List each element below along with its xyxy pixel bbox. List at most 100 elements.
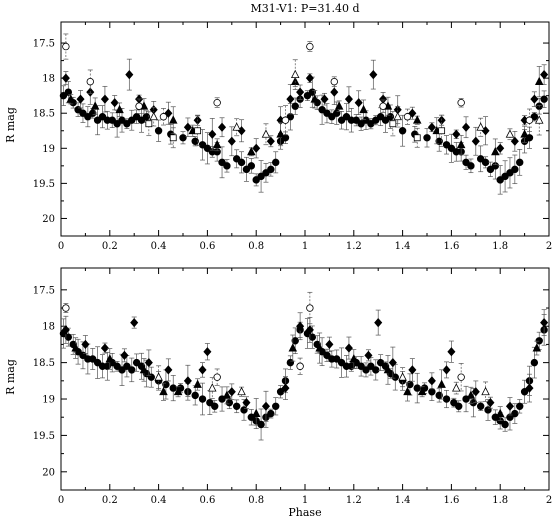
top-y-tick-label: 17.5 <box>33 39 55 50</box>
bottom-x-tick-label: 0.2 <box>102 495 118 506</box>
top-data-point <box>86 69 94 94</box>
top-data-point <box>334 100 344 112</box>
bottom-y-tick-label: 18 <box>42 322 55 333</box>
top-data-point <box>491 138 500 166</box>
top-y-tick-label: 18 <box>42 74 55 85</box>
bottom-data-point <box>413 372 421 404</box>
top-data-point <box>266 135 275 148</box>
top-data-point <box>462 154 470 170</box>
bottom-data-point <box>530 346 539 379</box>
top-data-point <box>90 97 100 115</box>
bottom-data-point <box>206 390 214 415</box>
top-data-point <box>362 110 370 130</box>
bottom-x-tick-label: 1.4 <box>395 495 411 506</box>
bottom-data-point <box>525 373 534 403</box>
top-data-point <box>76 90 85 109</box>
bottom-data-point <box>100 342 109 354</box>
top-data-point <box>540 90 548 108</box>
bottom-y-tick-label: 20 <box>42 467 55 478</box>
top-data-point <box>540 64 549 85</box>
top-data-point <box>456 135 466 155</box>
bottom-data-point <box>213 368 221 386</box>
top-data-point <box>525 108 534 132</box>
top-data-point <box>262 163 270 183</box>
bottom-data-point <box>364 349 373 362</box>
bottom-data-point <box>511 403 519 424</box>
bottom-data-point <box>64 327 73 347</box>
top-data-point <box>218 117 227 138</box>
top-data-point <box>203 132 212 165</box>
top-data-point <box>367 118 375 130</box>
bottom-y-tick-label: 19 <box>42 395 55 406</box>
top-data-point <box>320 92 329 106</box>
bottom-data-point <box>128 357 136 383</box>
top-data-point <box>218 146 226 179</box>
bottom-data-point <box>337 347 346 378</box>
top-data-point <box>457 97 465 108</box>
bottom-data-point <box>193 378 202 391</box>
bottom-data-point <box>183 364 192 397</box>
bottom-data-point <box>81 335 90 354</box>
bottom-x-tick-label: 1 <box>302 495 308 506</box>
bottom-data-point <box>281 376 290 400</box>
bottom-data-point <box>357 356 365 377</box>
top-data-point <box>305 73 314 83</box>
bottom-data-point <box>71 337 80 359</box>
top-data-point <box>467 158 475 174</box>
top-data-point <box>123 118 131 130</box>
bottom-data-point <box>272 397 280 416</box>
bottom-data-point <box>251 398 261 429</box>
top-data-point <box>344 86 353 112</box>
top-data-point <box>169 127 177 149</box>
top-data-point <box>237 119 246 143</box>
bottom-data-point <box>173 386 183 398</box>
bottom-data-point <box>218 386 226 412</box>
top-data-point <box>511 154 519 185</box>
top-data-point <box>242 156 251 182</box>
bottom-data-point <box>408 358 417 382</box>
bottom-data-point <box>203 343 212 361</box>
bottom-x-tick-label: 2 <box>546 495 552 506</box>
bottom-data-point <box>227 383 236 400</box>
top-data-point <box>261 123 271 146</box>
top-data-point <box>427 122 436 133</box>
bottom-data-point <box>435 388 443 403</box>
top-data-point <box>369 59 378 90</box>
top-y-axis-label: R mag <box>4 107 17 143</box>
bottom-data-point <box>257 408 265 441</box>
top-data-point <box>306 41 314 52</box>
top-data-point <box>252 173 260 187</box>
top-x-tick-label: 0.4 <box>151 241 167 252</box>
top-data-point <box>84 106 92 128</box>
bottom-data-point <box>495 406 505 421</box>
bottom-y-tick-label: 19.5 <box>33 431 55 442</box>
bottom-data-point <box>162 369 170 400</box>
top-data-point <box>194 115 202 146</box>
bottom-data-point <box>103 351 112 381</box>
bottom-data-point <box>344 336 353 360</box>
bottom-data-point <box>261 390 270 422</box>
bottom-data-point <box>237 386 246 397</box>
bottom-data-point <box>442 389 451 409</box>
top-data-point <box>296 84 305 100</box>
top-data-point <box>135 98 143 114</box>
bottom-data-point <box>476 401 485 411</box>
top-data-point <box>115 102 124 117</box>
bottom-data-point <box>532 340 542 356</box>
top-data-point <box>257 160 265 193</box>
bottom-data-point <box>132 353 141 372</box>
bottom-data-point <box>462 385 470 413</box>
bottom-data-point <box>113 361 121 372</box>
bottom-data-point <box>105 348 115 370</box>
bottom-data-point <box>198 382 207 416</box>
bottom-data-point <box>374 309 383 336</box>
top-data-point <box>520 125 529 143</box>
bottom-data-point <box>466 386 476 404</box>
top-data-point <box>310 89 320 109</box>
bottom-data-point <box>169 375 177 402</box>
bottom-data-point <box>123 355 131 378</box>
top-x-tick-label: 1.6 <box>443 241 459 252</box>
top-x-tick-label: 0 <box>58 241 64 252</box>
top-data-point <box>442 135 451 155</box>
